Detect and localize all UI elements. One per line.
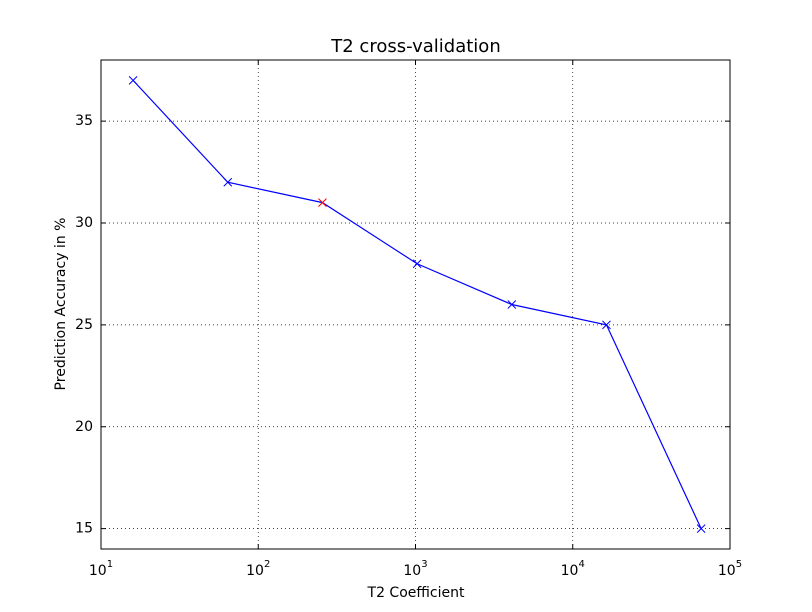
data-marker — [412, 259, 422, 269]
x-tick-base: 10 — [403, 563, 421, 579]
data-marker — [507, 300, 517, 309]
x-tick-exponent: 4 — [578, 559, 584, 570]
x-tick-base: 10 — [718, 563, 736, 579]
x-tick-label: 103 — [403, 559, 427, 579]
axes-frame — [100, 59, 731, 550]
x-tick-exponent: 2 — [264, 559, 270, 570]
y-tick-label: 30 — [75, 215, 93, 231]
x-tick-base: 10 — [89, 563, 107, 579]
y-axis-label: Prediction Accuracy in % — [53, 218, 69, 391]
x-tick-label: 105 — [718, 559, 742, 579]
data-marker — [318, 198, 327, 207]
x-tick-label: 104 — [561, 559, 585, 579]
x-tick-exponent: 1 — [107, 559, 113, 570]
data-marker — [696, 524, 706, 533]
x-tick-label: 102 — [246, 559, 270, 579]
data-marker — [128, 76, 138, 85]
y-tick-label: 35 — [75, 113, 93, 129]
data-marker — [223, 177, 233, 187]
y-tick-label: 20 — [75, 419, 93, 435]
x-tick-base: 10 — [561, 563, 579, 579]
chart-title: T2 cross-validation — [330, 36, 500, 57]
x-tick-exponent: 5 — [736, 559, 742, 570]
y-tick-label: 15 — [75, 521, 93, 537]
x-tick-exponent: 3 — [421, 559, 427, 570]
x-axis-label: T2 Coefficient — [367, 585, 465, 601]
x-tick-label: 101 — [89, 559, 113, 579]
data-marker — [602, 320, 611, 330]
x-tick-base: 10 — [246, 563, 264, 579]
y-tick-label: 25 — [75, 317, 93, 333]
